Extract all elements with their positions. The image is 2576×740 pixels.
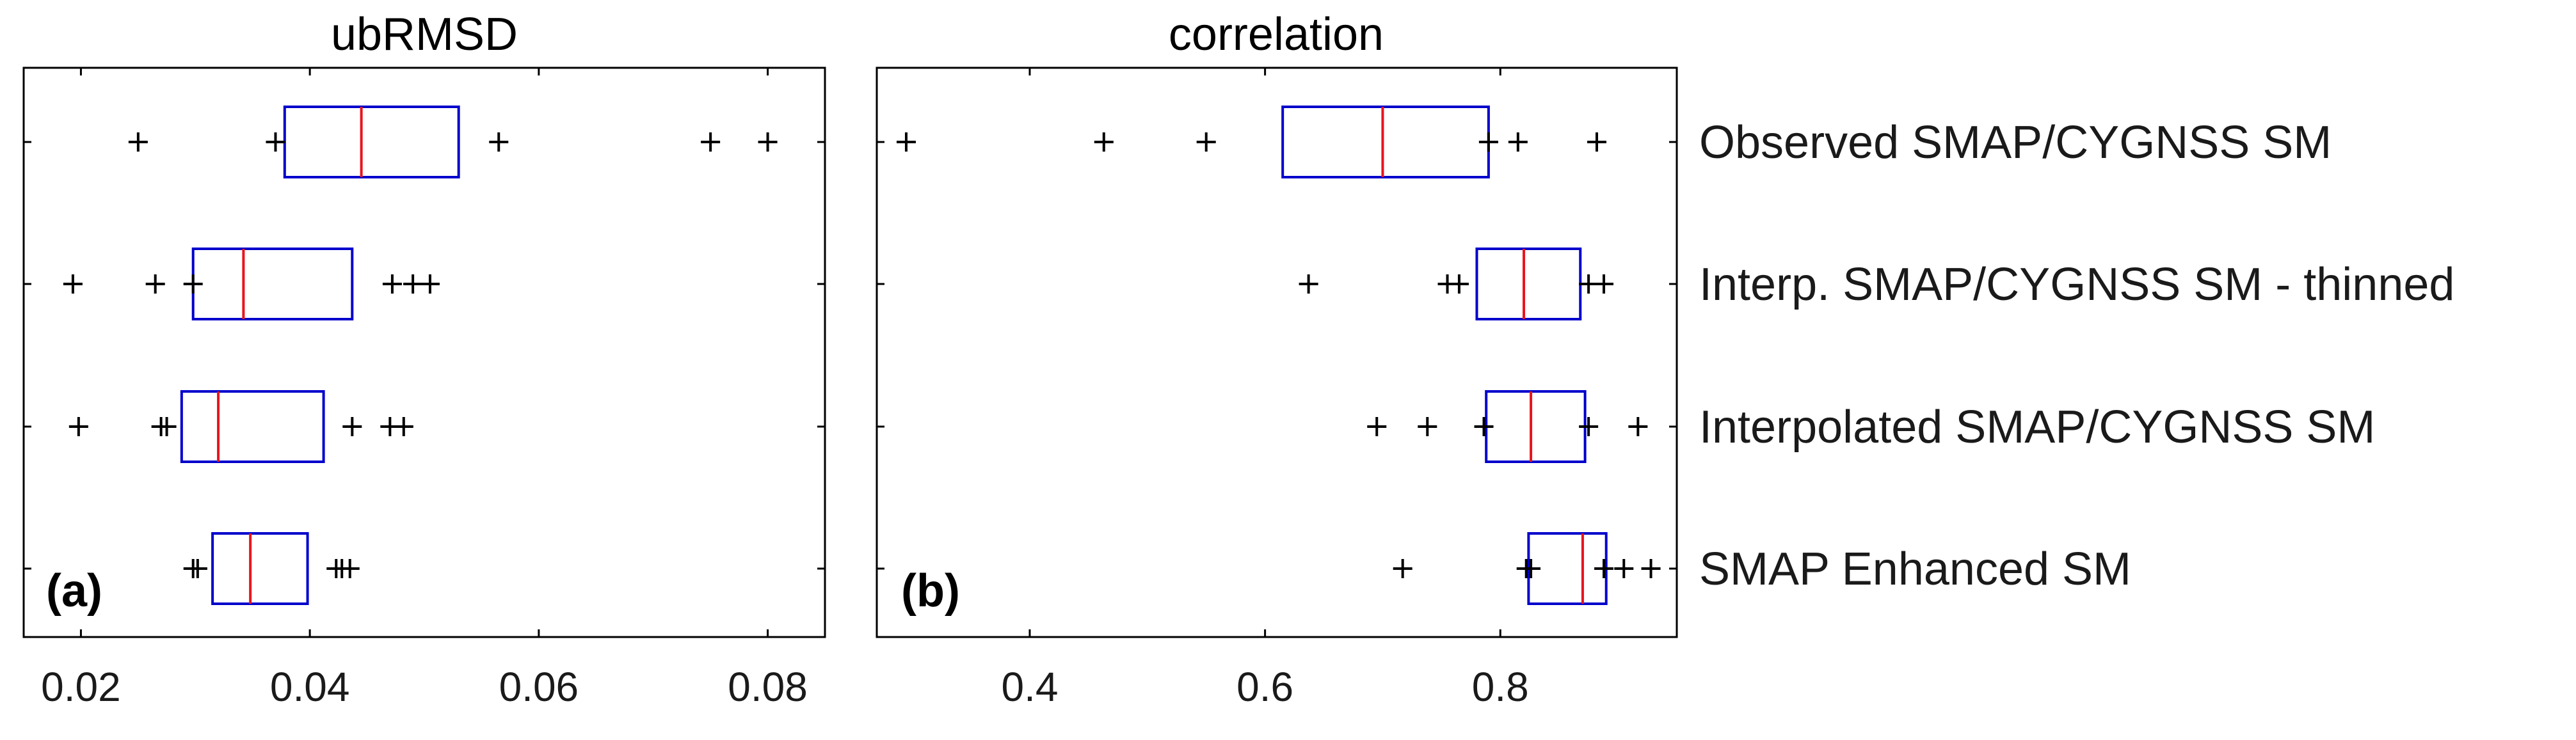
panel-a-boxes — [63, 106, 778, 605]
outlier-marker — [63, 274, 83, 294]
outlier-marker — [1418, 417, 1437, 436]
outlier-marker — [1521, 559, 1541, 578]
panel-b-correlation: correlation (b) 0.4 0.6 0.8 — [876, 9, 1678, 710]
outlier-marker — [188, 559, 207, 578]
outlier-marker — [1478, 132, 1498, 152]
outlier-marker — [1641, 559, 1661, 578]
outlier-marker — [1628, 417, 1648, 436]
panel-b-axes-frame — [876, 67, 1678, 638]
outlier-marker — [403, 274, 423, 294]
category-label: SMAP Enhanced SM — [1699, 544, 2131, 595]
iqr-box — [180, 390, 325, 463]
outlier-marker — [1508, 132, 1528, 152]
x-tick-label: 0.02 — [41, 664, 121, 710]
outlier-marker — [382, 274, 402, 294]
iqr-box — [1475, 248, 1582, 320]
outlier-marker — [489, 132, 509, 152]
x-tick-label: 0.06 — [499, 664, 579, 710]
outlier-marker — [157, 417, 177, 436]
outlier-marker — [266, 132, 285, 152]
iqr-box — [283, 106, 460, 178]
panel-b-ticks: 0.4 0.6 0.8 — [877, 68, 1677, 710]
outlier-marker — [1393, 559, 1412, 578]
outlier-marker — [1614, 559, 1634, 578]
panel-b-title: correlation — [1169, 9, 1384, 60]
iqr-box — [1485, 390, 1587, 463]
category-label: Observed SMAP/CYGNSS SM — [1699, 117, 2332, 168]
outlier-marker — [1299, 274, 1318, 294]
outlier-marker — [128, 132, 148, 152]
outlier-marker — [1474, 417, 1494, 436]
outlier-marker — [701, 132, 721, 152]
category-label: Interp. SMAP/CYGNSS SM - thinned — [1699, 259, 2454, 310]
iqr-box — [191, 248, 354, 320]
panel-a-label: (a) — [46, 565, 102, 617]
outlier-marker — [394, 417, 413, 436]
outlier-marker — [1587, 132, 1606, 152]
outlier-marker — [1594, 274, 1614, 294]
outlier-marker — [420, 274, 440, 294]
x-tick-label: 0.6 — [1236, 664, 1293, 710]
outlier-marker — [340, 559, 360, 578]
category-label: Interpolated SMAP/CYGNSS SM — [1699, 402, 2375, 453]
iqr-box — [1281, 106, 1490, 178]
panel-b-boxes — [896, 106, 1661, 605]
outlier-marker — [1367, 417, 1387, 436]
outlier-marker — [68, 417, 88, 436]
outlier-marker — [1094, 132, 1114, 152]
panel-a-title: ubRMSD — [331, 9, 518, 60]
outlier-marker — [758, 132, 778, 152]
outlier-marker — [896, 132, 916, 152]
x-tick-label: 0.04 — [270, 664, 350, 710]
outlier-marker — [1594, 559, 1614, 578]
x-tick-label: 0.4 — [1001, 664, 1058, 710]
outlier-marker — [183, 274, 203, 294]
x-tick-label: 0.8 — [1472, 664, 1529, 710]
category-labels: Observed SMAP/CYGNSS SM Interp. SMAP/CYG… — [1699, 117, 2454, 595]
outlier-marker — [342, 417, 362, 436]
outlier-marker — [1449, 274, 1469, 294]
outlier-marker — [145, 274, 165, 294]
panel-a-axes-frame — [22, 67, 826, 638]
panel-a-ticks: 0.02 0.04 0.06 0.08 — [24, 68, 825, 710]
x-tick-label: 0.08 — [728, 664, 808, 710]
panel-b-label: (b) — [901, 565, 960, 617]
outlier-marker — [1196, 132, 1216, 152]
outlier-marker — [1579, 417, 1599, 436]
panel-a-ubrmsd: ubRMSD (a) 0.02 0.04 0.06 0.08 — [22, 9, 826, 710]
iqr-box — [211, 532, 309, 605]
